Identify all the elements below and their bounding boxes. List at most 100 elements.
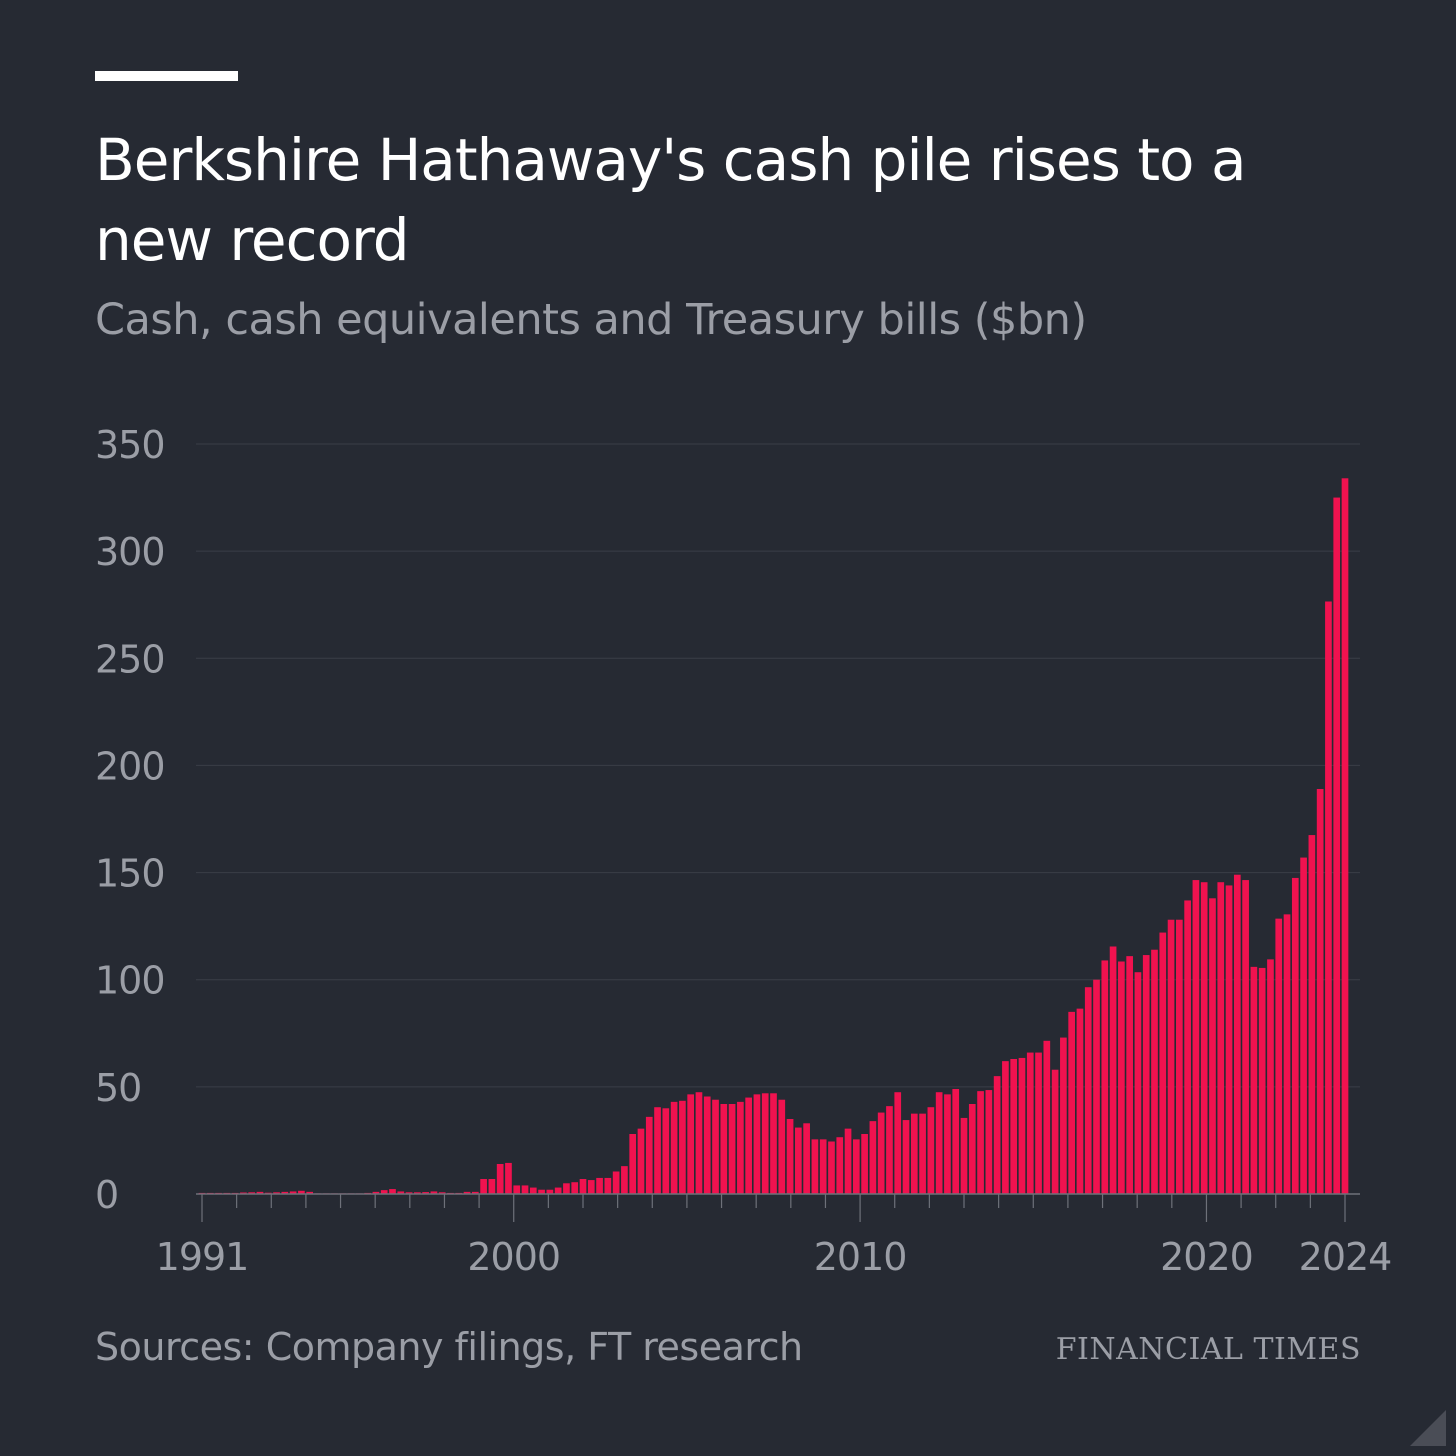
bar [554, 1187, 562, 1194]
x-tick-label-2024: 2024 [1299, 1235, 1392, 1279]
bar [1010, 1059, 1018, 1194]
y-tick-label-200: 200 [95, 744, 165, 788]
bar [604, 1177, 612, 1194]
bar [695, 1092, 703, 1194]
bar [861, 1134, 868, 1194]
bar [968, 1104, 976, 1194]
bar [1176, 919, 1183, 1194]
bar [529, 1187, 537, 1194]
ft-logo: FINANCIAL TIMES [1055, 1332, 1361, 1367]
bar [993, 1076, 1001, 1194]
bar [728, 1104, 736, 1194]
bar [1275, 918, 1283, 1194]
bar [1250, 966, 1258, 1194]
bar [662, 1108, 670, 1194]
bar [703, 1096, 711, 1194]
bar [1068, 1011, 1076, 1194]
bar [852, 1139, 860, 1194]
bar [1018, 1057, 1026, 1194]
bar [670, 1101, 678, 1194]
bar [654, 1107, 661, 1194]
bar [1167, 919, 1175, 1194]
bar [306, 1191, 314, 1194]
chart-title: Berkshire Hathaway's cash pile rises to … [95, 126, 1247, 274]
bar [281, 1191, 289, 1194]
bar [629, 1134, 637, 1194]
y-tick-label-350: 350 [95, 423, 165, 467]
y-tick-label-300: 300 [95, 530, 165, 574]
bar [720, 1104, 728, 1194]
bar [919, 1113, 926, 1194]
bar [687, 1094, 695, 1194]
x-tick-label-2020: 2020 [1160, 1235, 1253, 1279]
bar [488, 1179, 496, 1194]
bar [1109, 946, 1117, 1194]
bar [1084, 987, 1092, 1194]
bar [770, 1093, 777, 1194]
bar [1233, 874, 1241, 1194]
bar [1300, 857, 1307, 1194]
bar [985, 1090, 993, 1194]
bar [1026, 1052, 1034, 1194]
bar [505, 1162, 512, 1194]
bar [803, 1123, 810, 1194]
bar [836, 1137, 844, 1194]
bar [397, 1191, 405, 1194]
y-tick-label-50: 50 [95, 1066, 141, 1110]
bar [637, 1128, 645, 1194]
bar [298, 1190, 305, 1194]
bar [944, 1094, 951, 1194]
bar [886, 1106, 893, 1194]
bar [1225, 885, 1233, 1194]
bar [1217, 882, 1225, 1194]
bar [745, 1097, 752, 1194]
corner-triangle-icon [1410, 1410, 1446, 1446]
bar [786, 1119, 794, 1194]
bar [795, 1127, 802, 1194]
bar [1192, 880, 1200, 1194]
bar [496, 1164, 504, 1194]
bar [248, 1192, 256, 1194]
bar [811, 1139, 819, 1194]
bar [877, 1112, 885, 1194]
accent-bar [95, 71, 238, 81]
chart-subtitle: Cash, cash equivalents and Treasury bill… [95, 295, 1087, 345]
x-tick-label-1991: 1991 [156, 1235, 249, 1279]
bar [1184, 900, 1191, 1194]
bar [1051, 1069, 1059, 1194]
bar [1002, 1061, 1009, 1194]
bar [910, 1113, 918, 1194]
bar [1076, 1008, 1084, 1194]
bar [1316, 789, 1324, 1194]
bar [1126, 956, 1133, 1194]
bar [1043, 1040, 1051, 1194]
x-tick-label-2010: 2010 [814, 1235, 907, 1279]
bar [587, 1180, 595, 1194]
bar [952, 1089, 960, 1194]
bar [778, 1099, 786, 1194]
y-tick-label-100: 100 [95, 959, 165, 1003]
bar [1258, 967, 1266, 1194]
bar [1093, 979, 1100, 1194]
bar [480, 1179, 487, 1194]
x-axis [196, 1193, 1360, 1222]
bar [289, 1191, 297, 1194]
bar [463, 1191, 471, 1194]
bar [1101, 960, 1109, 1194]
bar [977, 1091, 984, 1194]
bar [438, 1192, 446, 1194]
bar [1118, 961, 1125, 1194]
bar [430, 1191, 438, 1194]
bar [1134, 972, 1142, 1194]
bar [737, 1101, 744, 1194]
bar [1325, 601, 1332, 1194]
bar [1308, 835, 1316, 1194]
bar [645, 1116, 653, 1194]
y-tick-label-250: 250 [95, 637, 165, 681]
bar [935, 1092, 943, 1194]
bars [198, 478, 1349, 1194]
bar [1341, 478, 1349, 1194]
bar [927, 1107, 935, 1194]
bar [621, 1166, 628, 1194]
